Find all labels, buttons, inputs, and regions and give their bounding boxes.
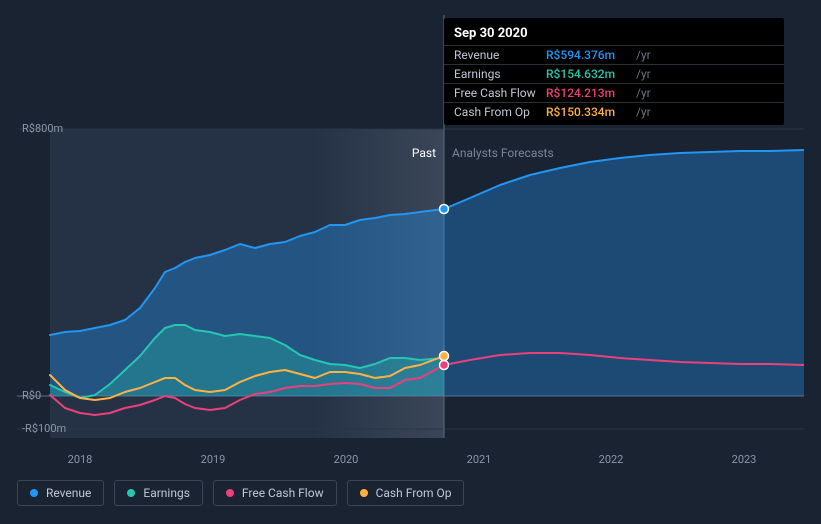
tooltip-row-unit: /yr	[636, 86, 651, 100]
tooltip-row-unit: /yr	[636, 48, 651, 62]
tooltip-row-value: R$154.632m	[546, 67, 636, 81]
y-axis-label: -R$100m	[22, 422, 66, 435]
x-axis-label: 2018	[68, 453, 93, 466]
legend-item-label: Free Cash Flow	[242, 486, 324, 500]
tooltip-row-label: Revenue	[454, 48, 546, 62]
legend-item-earnings[interactable]: Earnings	[114, 480, 203, 506]
tooltip-row: EarningsR$154.632m/yr	[444, 64, 784, 83]
legend-item-revenue[interactable]: Revenue	[17, 480, 104, 506]
tooltip-row: Free Cash FlowR$124.213m/yr	[444, 83, 784, 102]
legend-item-label: Revenue	[46, 486, 91, 500]
x-axis-label: 2020	[334, 453, 359, 466]
x-axis-label: 2021	[467, 453, 492, 466]
y-axis-label: R$0	[22, 389, 41, 402]
tooltip-row: Cash From OpR$150.334m/yr	[444, 102, 784, 121]
tooltip-date: Sep 30 2020	[444, 22, 784, 45]
tooltip-row-label: Free Cash Flow	[454, 86, 546, 100]
tooltip-row-unit: /yr	[636, 67, 651, 81]
y-axis-label: R$800m	[22, 122, 63, 135]
chart-tooltip: Sep 30 2020 RevenueR$594.376m/yrEarnings…	[444, 18, 784, 125]
x-axis-label: 2022	[599, 453, 624, 466]
tooltip-row: RevenueR$594.376m/yr	[444, 45, 784, 64]
legend-dot-icon	[360, 489, 368, 497]
tooltip-row-value: R$594.376m	[546, 48, 636, 62]
legend-dot-icon	[226, 489, 234, 497]
chart-container: R$800m R$0 -R$100m 2018 2019 2020 2021 2022 202…	[17, 0, 804, 474]
legend-dot-icon	[127, 489, 135, 497]
tooltip-row-label: Earnings	[454, 67, 546, 81]
x-axis-label: 2019	[201, 453, 226, 466]
tooltip-row-label: Cash From Op	[454, 105, 546, 119]
chart-legend: Revenue Earnings Free Cash Flow Cash From O…	[17, 480, 464, 506]
legend-dot-icon	[30, 489, 38, 497]
legend-item-fcf[interactable]: Free Cash Flow	[213, 480, 337, 506]
forecast-section-label: Analysts Forecasts	[452, 146, 554, 160]
tooltip-row-value: R$150.334m	[546, 105, 636, 119]
legend-item-label: Cash From Op	[376, 486, 452, 500]
x-axis-label: 2023	[732, 453, 757, 466]
legend-item-cfo[interactable]: Cash From Op	[347, 480, 465, 506]
tooltip-row-value: R$124.213m	[546, 86, 636, 100]
tooltip-row-unit: /yr	[636, 105, 651, 119]
past-section-label: Past	[412, 146, 436, 160]
legend-item-label: Earnings	[143, 486, 190, 500]
